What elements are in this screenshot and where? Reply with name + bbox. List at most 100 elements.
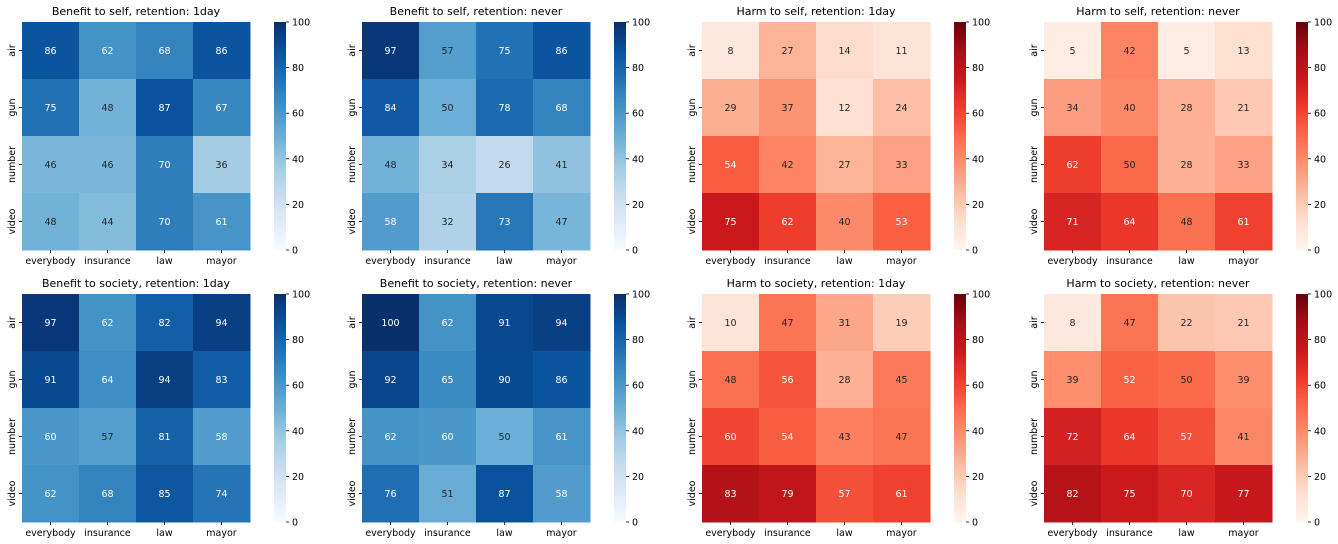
- x-tick-label: law: [836, 256, 852, 267]
- cell-value-label: 82: [1066, 489, 1078, 500]
- chart-title: Benefit to society, retention: never: [380, 277, 573, 290]
- cell-value-label: 19: [895, 318, 907, 329]
- heatmap-panel-7: Harm to society, retention: 1day 10 47 31 19…: [682, 272, 990, 544]
- y-tick-label: air: [347, 316, 358, 328]
- cell-value-label: 43: [838, 432, 850, 443]
- y-tick-label: gun: [347, 370, 358, 388]
- heatmap-cell: [873, 294, 931, 352]
- cell-value-label: 58: [215, 432, 227, 443]
- cell-value-label: 70: [1180, 489, 1192, 500]
- heatmap-cell: [419, 22, 477, 80]
- cell-value-label: 83: [724, 489, 736, 500]
- cell-value-label: 64: [101, 375, 113, 386]
- heatmap-cell: [702, 294, 760, 352]
- cell-value-label: 60: [441, 432, 453, 443]
- colorbar-tick-label: 60: [1314, 109, 1326, 120]
- cell-value-label: 62: [781, 217, 793, 228]
- cell-value-label: 100: [381, 318, 399, 329]
- cell-value-label: 11: [895, 46, 907, 57]
- heatmap-cell: [419, 351, 477, 409]
- heatmap-panel-5: Benefit to society, retention: 1day 97 62 8…: [2, 272, 310, 544]
- x-tick-label: law: [496, 528, 512, 539]
- cell-value-label: 97: [44, 318, 56, 329]
- cell-value-label: 5: [1069, 46, 1075, 57]
- x-tick-label: insurance: [1106, 256, 1153, 267]
- colorbar: [1296, 22, 1308, 250]
- heatmap-cell: [816, 79, 874, 137]
- cell-value-label: 83: [215, 375, 227, 386]
- heatmap-cell: [873, 22, 931, 80]
- heatmap-cell: [419, 294, 477, 352]
- cell-value-label: 62: [384, 432, 396, 443]
- colorbar-tick-label: 20: [292, 200, 304, 211]
- colorbar-tick-label: 80: [292, 63, 304, 74]
- heatmap-cell: [1101, 136, 1159, 194]
- cell-value-label: 60: [724, 432, 736, 443]
- x-tick-label: mayor: [1228, 528, 1259, 539]
- cell-value-label: 90: [498, 375, 510, 386]
- heatmap-cell: [362, 136, 420, 194]
- cell-value-label: 27: [838, 160, 850, 171]
- cell-value-label: 53: [895, 217, 907, 228]
- cell-value-label: 65: [441, 375, 453, 386]
- chart-title: Harm to self, retention: never: [1076, 5, 1240, 18]
- chart-title: Harm to self, retention: 1day: [736, 5, 896, 18]
- heatmap-cell: [79, 136, 137, 194]
- heatmap-cell: [1215, 136, 1273, 194]
- heatmap-cell: [476, 408, 534, 466]
- x-tick-label: insurance: [764, 256, 811, 267]
- heatmap-cell: [702, 22, 760, 80]
- heatmap-cell: [533, 465, 591, 523]
- heatmap-cell: [419, 193, 477, 251]
- x-tick-label: mayor: [206, 256, 237, 267]
- colorbar-tick-label: 60: [632, 109, 644, 120]
- cell-value-label: 86: [555, 375, 567, 386]
- y-tick-label: gun: [687, 98, 698, 116]
- heatmap-cell: [136, 79, 194, 137]
- cell-value-label: 50: [441, 103, 453, 114]
- x-tick-label: mayor: [1228, 256, 1259, 267]
- cell-value-label: 48: [1180, 217, 1192, 228]
- heatmap-panel-2: Benefit to self, retention: never 97 57 75 8…: [342, 0, 650, 272]
- heatmap-svg: Benefit to self, retention: never 97 57 75 8…: [347, 5, 650, 267]
- cell-value-label: 39: [1066, 375, 1078, 386]
- y-tick-label: video: [687, 480, 698, 506]
- colorbar-tick-label: 0: [972, 246, 978, 257]
- cell-value-label: 79: [781, 489, 793, 500]
- cell-value-label: 68: [158, 46, 170, 57]
- heatmap-cell: [759, 465, 817, 523]
- heatmap-cell: [79, 294, 137, 352]
- heatmap-panel-1: Benefit to self, retention: 1day 86 62 68 86…: [2, 0, 310, 272]
- cell-value-label: 57: [101, 432, 113, 443]
- heatmap-cell: [759, 351, 817, 409]
- colorbar-tick-label: 100: [292, 18, 310, 29]
- heatmap-cell: [702, 351, 760, 409]
- heatmap-cell: [1158, 193, 1216, 251]
- colorbar-tick-label: 40: [632, 154, 644, 165]
- cell-value-label: 12: [838, 103, 850, 114]
- colorbar-tick-label: 100: [972, 290, 990, 301]
- x-tick-label: law: [836, 528, 852, 539]
- heatmap-cell: [1158, 408, 1216, 466]
- colorbar-tick-label: 20: [972, 200, 984, 211]
- cell-value-label: 48: [384, 160, 396, 171]
- cell-value-label: 61: [1237, 217, 1249, 228]
- cell-value-label: 75: [498, 46, 510, 57]
- colorbar: [954, 294, 966, 522]
- heatmap-cell: [873, 465, 931, 523]
- heatmap-cell: [1044, 22, 1102, 80]
- heatmap-cell: [533, 193, 591, 251]
- heatmap-cell: [533, 408, 591, 466]
- cell-value-label: 40: [838, 217, 850, 228]
- heatmap-cell: [873, 193, 931, 251]
- y-tick-label: number: [7, 146, 18, 183]
- heatmap-cell: [1044, 465, 1102, 523]
- heatmap-cell: [1158, 294, 1216, 352]
- heatmap-cell: [1101, 79, 1159, 137]
- cell-value-label: 57: [1180, 432, 1192, 443]
- heatmap-cell: [1158, 465, 1216, 523]
- cell-value-label: 61: [555, 432, 567, 443]
- cell-value-label: 5: [1183, 46, 1189, 57]
- cell-value-label: 70: [158, 160, 170, 171]
- y-tick-label: video: [347, 208, 358, 234]
